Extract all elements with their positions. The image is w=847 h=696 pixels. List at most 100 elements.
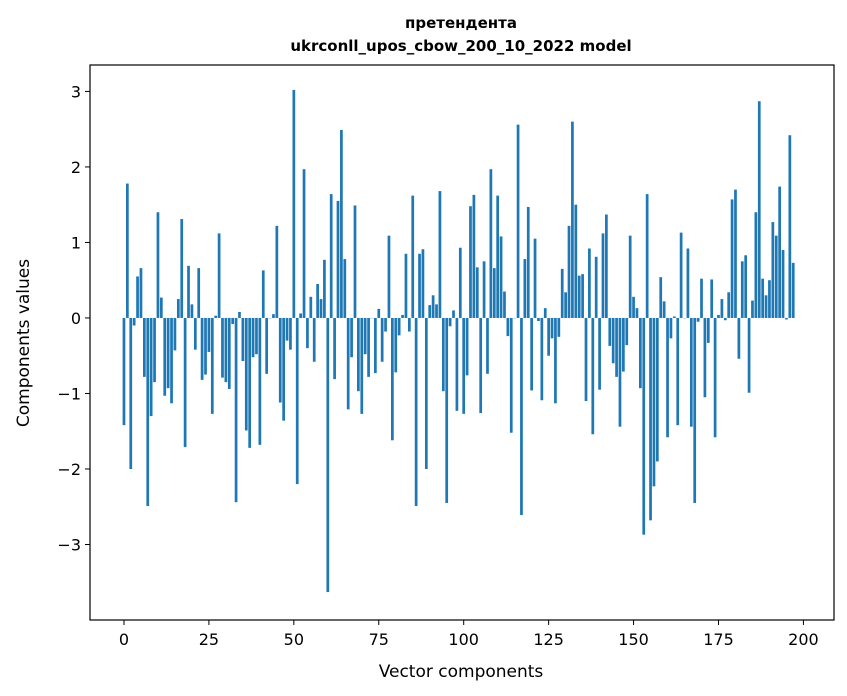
bar — [129, 317, 133, 469]
bar — [221, 317, 224, 378]
x-axis-ticks: 0 25 50 75 100 125 150 175 200 — [119, 620, 819, 649]
bar — [465, 317, 469, 376]
bar — [475, 267, 479, 318]
bar — [710, 279, 714, 318]
bar — [302, 169, 306, 318]
bar — [499, 236, 503, 318]
bar — [506, 317, 510, 337]
bar — [564, 292, 567, 318]
bar — [652, 317, 656, 487]
bar — [217, 233, 221, 318]
bar — [615, 317, 618, 377]
y-tick-label: −1 — [57, 384, 81, 403]
bar — [730, 199, 734, 318]
bar — [639, 317, 642, 389]
bar — [744, 255, 748, 318]
bar — [700, 278, 703, 318]
bar — [299, 313, 302, 318]
x-tick-label: 75 — [369, 630, 389, 649]
bar — [323, 259, 326, 318]
bar — [224, 317, 228, 383]
bar — [234, 317, 238, 503]
bar — [170, 317, 173, 404]
bar — [214, 315, 218, 318]
bar — [676, 317, 680, 426]
bar — [441, 317, 445, 392]
bar — [550, 317, 554, 339]
bar — [261, 270, 265, 318]
bar — [401, 314, 404, 318]
bar — [312, 317, 316, 362]
bar — [166, 317, 170, 389]
bar — [329, 194, 333, 318]
bar — [431, 295, 435, 318]
bar — [353, 205, 357, 318]
bar — [316, 283, 319, 318]
bar — [472, 194, 476, 318]
bar — [666, 317, 669, 438]
y-tick-label: 2 — [71, 158, 81, 177]
bar — [350, 317, 353, 358]
bar — [452, 310, 455, 318]
bar — [689, 317, 693, 427]
bar — [611, 317, 615, 364]
y-axis-ticks: −3 −2 −1 0 1 2 3 — [57, 82, 90, 554]
bar — [605, 214, 608, 318]
bar — [622, 317, 625, 372]
bar — [231, 317, 235, 324]
bar — [397, 317, 401, 336]
bar — [662, 301, 666, 318]
y-axis-label: Components values — [14, 259, 34, 427]
bar — [346, 317, 350, 410]
bar — [445, 317, 449, 503]
bar — [781, 250, 785, 318]
bar — [278, 317, 282, 403]
bar — [374, 317, 377, 374]
bar — [727, 292, 731, 318]
bar — [153, 317, 156, 383]
bar — [227, 317, 231, 389]
bar — [407, 317, 411, 332]
bar — [309, 296, 313, 318]
bar — [523, 259, 527, 318]
bar — [380, 317, 384, 362]
bar — [482, 261, 486, 318]
bar — [197, 268, 201, 318]
bar — [163, 317, 167, 396]
bar — [173, 317, 177, 351]
bar — [645, 194, 649, 318]
bar — [618, 317, 622, 427]
bar — [404, 253, 408, 318]
bar — [761, 278, 765, 318]
bar — [489, 169, 493, 318]
bar — [594, 256, 598, 318]
bar — [693, 317, 697, 503]
bar — [241, 317, 245, 361]
bar — [747, 317, 751, 393]
bar — [601, 233, 605, 318]
bar — [455, 317, 459, 411]
bar — [567, 225, 571, 318]
bar — [248, 317, 252, 448]
bar — [238, 311, 241, 318]
bar — [547, 317, 550, 356]
bar — [543, 308, 547, 318]
bar — [292, 89, 296, 318]
bar — [706, 317, 710, 343]
bar — [591, 317, 595, 435]
x-tick-label: 50 — [284, 630, 304, 649]
bar — [740, 261, 744, 318]
bar — [326, 317, 330, 593]
bar — [516, 124, 520, 318]
bar — [421, 249, 425, 318]
bar — [608, 317, 612, 346]
y-tick-label: 3 — [71, 82, 81, 101]
bar — [255, 317, 258, 355]
plot-area-frame — [89, 64, 835, 621]
bar — [285, 317, 289, 341]
bar — [363, 317, 367, 355]
bar — [696, 317, 700, 322]
bar — [210, 317, 214, 414]
bar — [703, 317, 707, 398]
